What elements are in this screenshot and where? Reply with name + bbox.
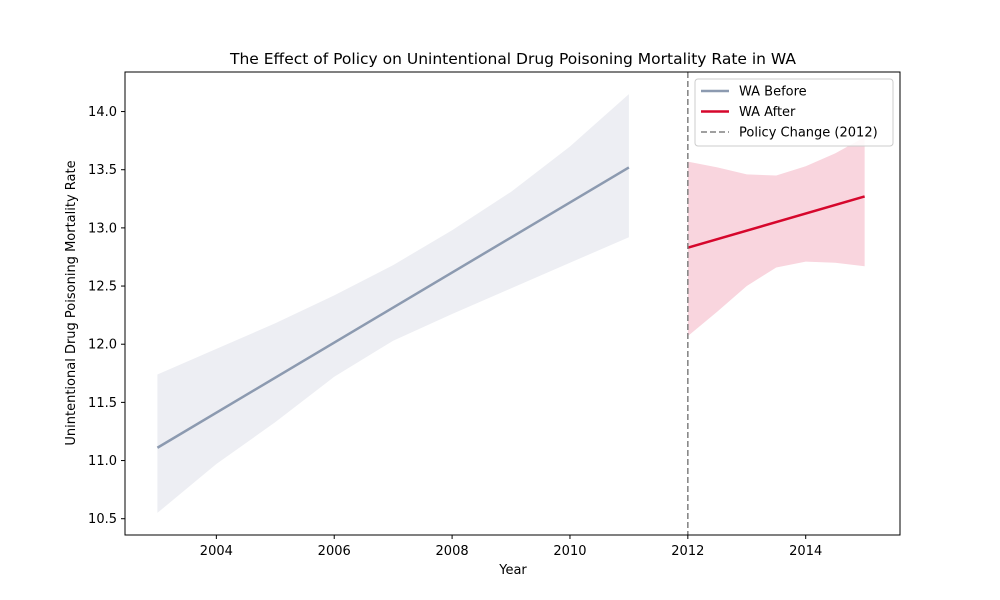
y-tick-label: 12.0 xyxy=(88,338,117,353)
y-tick-label: 11.0 xyxy=(88,454,117,469)
y-tick-label: 14.0 xyxy=(88,105,117,120)
series-line-1 xyxy=(687,195,865,249)
y-axis: 10.5 11.0 11.5 12.0 12.5 13.0 13.5 14.0 xyxy=(88,105,125,527)
legend-label: Policy Change (2012) xyxy=(739,126,878,141)
series-lines xyxy=(156,166,865,449)
x-tick-label: 2004 xyxy=(200,544,233,559)
chart-title: The Effect of Policy on Unintentional Dr… xyxy=(229,50,796,68)
y-tick-label: 12.5 xyxy=(88,280,117,295)
x-axis: 2004 2006 2008 2010 2012 2014 xyxy=(200,535,822,559)
confidence-band-1 xyxy=(687,137,865,337)
legend-box xyxy=(694,78,894,147)
x-tick-label: 2008 xyxy=(436,544,469,559)
y-tick-label: 13.5 xyxy=(88,163,117,178)
confidence-band-0 xyxy=(157,94,629,513)
series-line-0 xyxy=(156,166,630,449)
y-axis-label: Unintentional Drug Poisoning Mortality R… xyxy=(64,160,79,445)
x-axis-label: Year xyxy=(498,563,527,578)
y-tick-label: 11.5 xyxy=(88,396,117,411)
y-tick-label: 10.5 xyxy=(88,512,117,527)
x-tick-label: 2010 xyxy=(553,544,586,559)
y-tick-label: 13.0 xyxy=(88,221,117,236)
x-tick-label: 2012 xyxy=(671,544,704,559)
x-tick-label: 2014 xyxy=(789,544,822,559)
legend-label: WA After xyxy=(739,105,796,120)
x-tick-label: 2006 xyxy=(318,544,351,559)
legend-label: WA Before xyxy=(739,85,807,100)
plot-frame xyxy=(124,71,901,536)
legend: WA Before WA After Policy Change (2012) xyxy=(694,78,894,147)
confidence-bands xyxy=(157,94,865,513)
